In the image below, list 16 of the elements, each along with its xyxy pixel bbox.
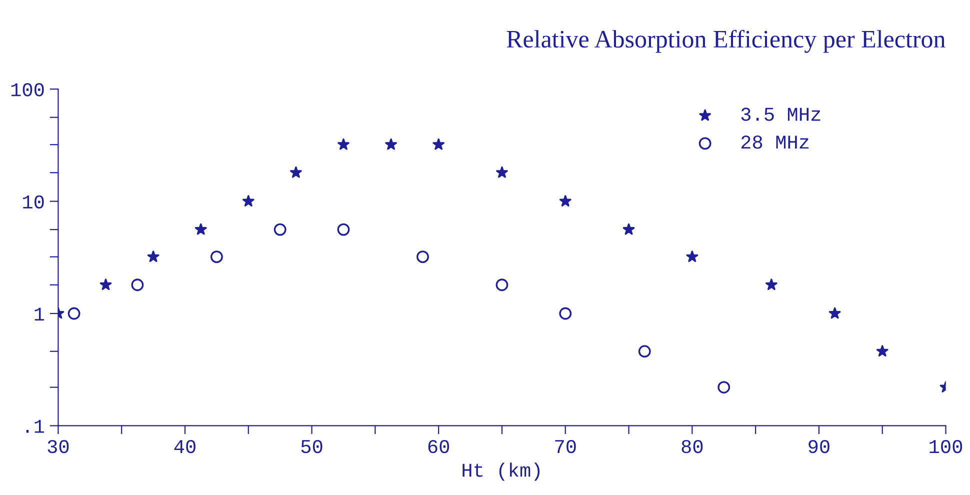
x-tick-label: 60 (428, 440, 450, 454)
x-tick-label: 70 (555, 440, 576, 454)
y-tick-label: 100 (11, 83, 44, 96)
legend-label: 3.5 MHz (741, 108, 820, 121)
y-tick-label: 1 (34, 308, 44, 321)
x-tick-label: 50 (301, 440, 322, 454)
x-tick-label: 40 (174, 440, 196, 454)
chart-title: Relative Absorption Efficiency per Electron (506, 30, 946, 53)
legend-label: 28 MHz (741, 136, 809, 149)
x-axis-title: Ht (km) (462, 462, 540, 481)
x-tick-label: 90 (808, 440, 830, 454)
x-tick-label: 80 (682, 440, 703, 454)
x-tick-label: 30 (48, 440, 69, 454)
x-tick-label: 100 (930, 440, 962, 454)
y-tick-label: .1 (26, 420, 44, 433)
y-tick-label: 10 (23, 195, 44, 209)
